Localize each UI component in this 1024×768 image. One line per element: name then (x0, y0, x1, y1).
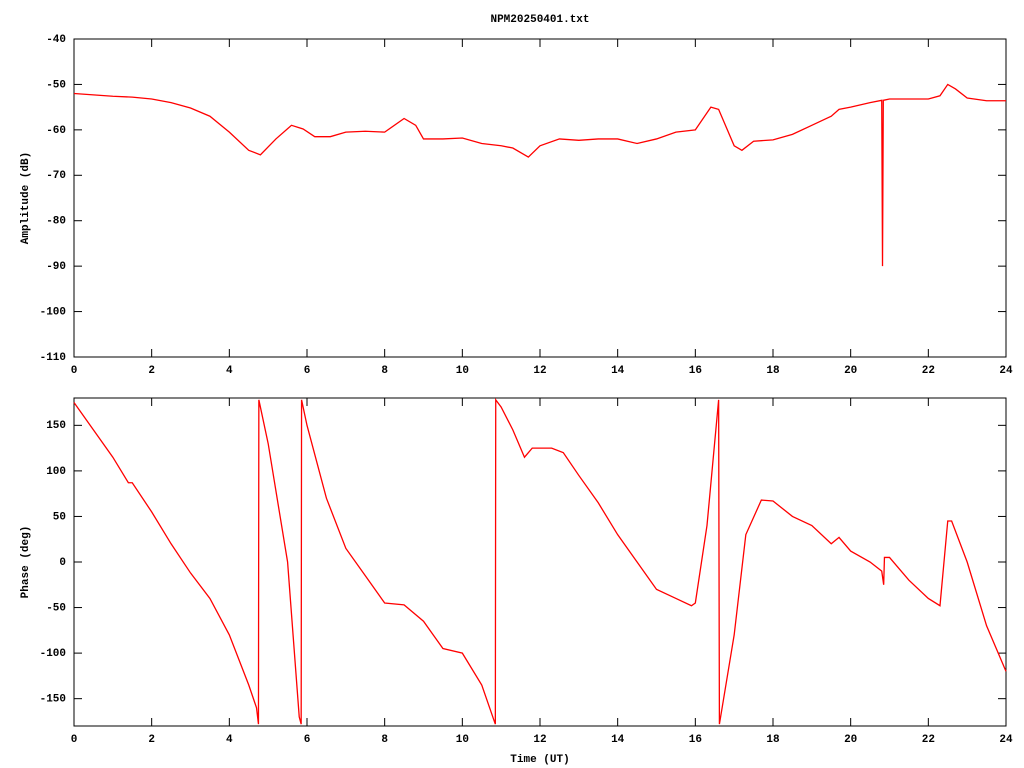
data-line (73, 397, 1007, 725)
y-axis-label: Amplitude (dB) (20, 152, 32, 244)
x-tick-label: 2 (148, 365, 155, 377)
x-tick-label: 6 (304, 734, 311, 746)
y-axis-label: Phase (deg) (20, 526, 32, 599)
x-tick-label: 8 (381, 734, 388, 746)
y-tick-label: -60 (46, 125, 66, 137)
y-tick-label: 150 (46, 420, 66, 432)
y-tick-label: -50 (46, 79, 66, 91)
x-tick-label: 14 (611, 734, 625, 746)
plot-border (73, 38, 1007, 358)
x-tick-label: 0 (71, 365, 78, 377)
y-tick-label: 50 (53, 511, 66, 523)
x-tick-label: 20 (844, 734, 857, 746)
x-tick-label: 18 (766, 734, 780, 746)
y-tick-label: -100 (40, 306, 66, 318)
x-tick-label: 22 (922, 365, 935, 377)
y-tick-label: -70 (46, 170, 66, 182)
y-tick-label: -150 (40, 694, 66, 706)
y-tick-label: 0 (59, 557, 66, 569)
chart-title: NPM20250401.txt (490, 14, 589, 26)
x-tick-label: 8 (381, 365, 388, 377)
y-tick-label: -100 (40, 648, 66, 660)
x-tick-label: 10 (456, 365, 469, 377)
x-tick-label: 10 (456, 734, 469, 746)
x-tick-label: 2 (148, 734, 155, 746)
x-tick-label: 20 (844, 365, 857, 377)
x-tick-label: 14 (611, 365, 625, 377)
y-tick-label: -50 (46, 602, 66, 614)
x-tick-label: 24 (999, 365, 1013, 377)
x-tick-label: 16 (689, 734, 702, 746)
y-tick-label: -80 (46, 216, 66, 228)
x-tick-label: 22 (922, 734, 935, 746)
x-tick-label: 4 (226, 734, 233, 746)
x-tick-label: 18 (766, 365, 780, 377)
x-tick-label: 24 (999, 734, 1013, 746)
y-tick-label: -90 (46, 261, 66, 273)
x-tick-label: 6 (304, 365, 311, 377)
y-tick-label: -40 (46, 34, 66, 46)
x-tick-label: 0 (71, 734, 78, 746)
x-tick-label: 16 (689, 365, 702, 377)
plot-border (73, 397, 1007, 727)
x-tick-label: 12 (533, 734, 546, 746)
x-tick-label: 12 (533, 365, 546, 377)
y-tick-label: 100 (46, 466, 66, 478)
data-line (73, 83, 1006, 267)
x-tick-label: 4 (226, 365, 233, 377)
y-tick-label: -110 (40, 352, 66, 364)
x-axis-label: Time (UT) (510, 754, 569, 766)
